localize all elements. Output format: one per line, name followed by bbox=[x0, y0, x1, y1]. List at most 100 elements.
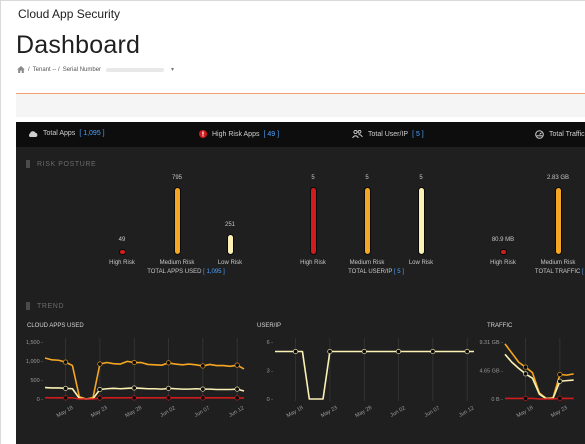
stat-high-risk-apps[interactable]: High Risk Apps [ 49 ] bbox=[199, 130, 279, 138]
data-point bbox=[63, 385, 69, 391]
caption-label: TOTAL APPS USED bbox=[147, 269, 204, 275]
data-point bbox=[234, 386, 240, 392]
summary-stats-bar: Total Apps [ 1,095 ] High Risk Apps [ 49… bbox=[16, 122, 585, 147]
x-tick-label: May 23 bbox=[550, 405, 569, 419]
risk-bar[interactable] bbox=[173, 187, 181, 255]
caption-value: [ 5 ] bbox=[393, 269, 404, 275]
series-line bbox=[44, 396, 245, 400]
risk-bar-label: High Risk bbox=[109, 260, 135, 266]
risk-bar[interactable] bbox=[363, 187, 371, 255]
y-tick-label: 500 - bbox=[30, 378, 43, 384]
data-point bbox=[97, 395, 103, 401]
x-tick-label: May 23 bbox=[320, 405, 339, 419]
risk-bar[interactable] bbox=[118, 249, 126, 255]
series-line bbox=[275, 350, 474, 400]
stat-total-traffic[interactable]: Total Traffic bbox=[535, 130, 585, 139]
header-divider bbox=[16, 93, 585, 94]
risk-bar-label: Low Risk bbox=[408, 260, 434, 266]
serial-number-redacted[interactable] bbox=[106, 67, 165, 72]
filter-bar bbox=[16, 94, 585, 117]
risk-bar-label: Medium Risk bbox=[349, 260, 385, 266]
stat-value: [ 5 ] bbox=[412, 130, 424, 138]
series-line bbox=[44, 386, 245, 400]
risk-group-caption: TOTAL USER/IP [ 5 ] bbox=[348, 269, 404, 275]
data-point bbox=[166, 395, 172, 401]
data-point bbox=[166, 360, 172, 366]
x-tick-label: Jun 07 bbox=[424, 405, 441, 418]
stat-total-user-ip[interactable]: Total User/IP [ 5 ] bbox=[352, 130, 424, 138]
trend-charts: 1,500 - 1,000 - 500 - 0 - May 18 May 23 May 28… bbox=[26, 338, 574, 419]
risk-bar-value: 5 bbox=[365, 175, 369, 181]
app-title: Cloud App Security bbox=[18, 7, 121, 21]
drag-handle-icon[interactable] bbox=[26, 160, 30, 168]
stat-label: Total User/IP bbox=[368, 130, 409, 138]
risk-bar-label: Medium Risk bbox=[540, 260, 576, 266]
x-tick-label: May 28 bbox=[354, 405, 373, 419]
series-line bbox=[44, 357, 245, 400]
data-point bbox=[396, 349, 402, 355]
data-point bbox=[523, 364, 529, 370]
data-point bbox=[523, 395, 529, 401]
risk-bar-label: High Risk bbox=[490, 260, 516, 266]
x-tick-label: Jun 12 bbox=[458, 405, 475, 418]
data-point bbox=[166, 385, 172, 391]
caption-value: [ 1,095 ] bbox=[203, 269, 225, 275]
left-border bbox=[0, 0, 1, 444]
caption-label: TOTAL USER/IP bbox=[348, 269, 394, 275]
alert-icon bbox=[199, 130, 207, 138]
chart-title-traffic: TRAFFIC bbox=[487, 323, 513, 329]
risk-bar[interactable] bbox=[309, 187, 317, 255]
x-tick-label: May 28 bbox=[124, 405, 143, 419]
risk-bar-label: Medium Risk bbox=[159, 260, 195, 266]
risk-bar-value: 2.83 GB bbox=[546, 175, 569, 181]
y-tick-label: 0 - bbox=[37, 397, 44, 403]
data-point bbox=[63, 395, 69, 401]
risk-bar-value: 80.9 MB bbox=[491, 237, 515, 243]
risk-posture-title: RISK POSTURE bbox=[26, 160, 96, 168]
data-point bbox=[293, 349, 299, 355]
stat-value: [ 49 ] bbox=[263, 130, 280, 138]
risk-bar[interactable] bbox=[226, 234, 234, 255]
trend-title: TREND bbox=[26, 302, 64, 310]
dashboard-panel: Total Apps [ 1,095 ] High Risk Apps [ 49… bbox=[16, 122, 585, 444]
stat-value: [ 1,095 ] bbox=[79, 130, 105, 137]
data-point bbox=[557, 378, 563, 384]
stat-total-apps[interactable]: Total Apps [ 1,095 ] bbox=[28, 130, 105, 137]
risk-bar-label: Low Risk bbox=[217, 260, 243, 266]
risk-bar-value: 795 bbox=[171, 175, 182, 181]
data-point bbox=[464, 349, 470, 355]
data-point bbox=[131, 360, 137, 366]
caption-label: TOTAL TRAFFIC bbox=[534, 269, 583, 275]
breadcrumb-serial[interactable]: Serial Number bbox=[62, 66, 102, 73]
x-tick-label: May 18 bbox=[56, 405, 75, 419]
data-point bbox=[200, 395, 206, 401]
data-point bbox=[131, 385, 137, 391]
data-point bbox=[234, 362, 240, 368]
risk-bar-value: 5 bbox=[311, 175, 315, 181]
data-point bbox=[327, 349, 333, 355]
x-tick-label: May 23 bbox=[90, 405, 109, 419]
risk-bar[interactable] bbox=[499, 249, 507, 255]
x-tick-label: Jun 02 bbox=[159, 405, 176, 418]
risk-bar[interactable] bbox=[554, 187, 562, 255]
x-tick-label: Jun 12 bbox=[228, 405, 245, 418]
x-tick-label: May 18 bbox=[286, 405, 305, 419]
home-icon[interactable] bbox=[17, 66, 25, 73]
x-tick-label: May 18 bbox=[516, 405, 535, 419]
risk-bar[interactable] bbox=[417, 187, 425, 255]
y-tick-label: 1,000 - bbox=[26, 359, 43, 365]
x-tick-label: Jun 07 bbox=[194, 405, 211, 418]
y-tick-label: 3 - bbox=[267, 369, 274, 375]
drag-handle-icon[interactable] bbox=[26, 302, 30, 310]
data-point bbox=[97, 386, 103, 392]
data-point bbox=[234, 395, 240, 401]
chevron-down-icon[interactable]: ▾ bbox=[171, 67, 175, 73]
top-border bbox=[0, 0, 585, 1]
stat-label: Total Traffic bbox=[549, 131, 585, 138]
breadcrumb-separator: / bbox=[28, 66, 30, 73]
data-point bbox=[430, 349, 436, 355]
risk-group-caption: TOTAL TRAFFIC [ 5.07 bbox=[535, 269, 585, 275]
risk-bar-value: 49 bbox=[118, 237, 126, 243]
breadcrumb-tenant[interactable]: Tenant -- / bbox=[32, 66, 60, 73]
y-tick-label: 4.65 GB - bbox=[479, 369, 503, 375]
